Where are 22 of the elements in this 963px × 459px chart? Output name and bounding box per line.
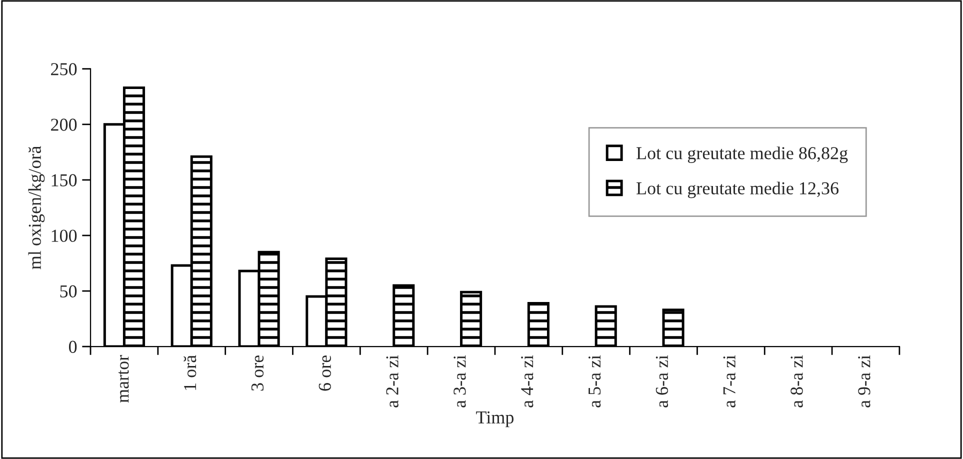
x-tick-label: a 7-a zi — [723, 355, 736, 408]
legend-label: Lot cu greutate medie 12,36 — [636, 182, 839, 198]
x-tick-label: 6 ore — [318, 356, 331, 391]
x-tick-label: a 6-a zi — [656, 355, 668, 408]
legend-label: Lot cu greutate medie 86,82g — [636, 146, 848, 163]
y-tick-label: 0 — [68, 340, 77, 353]
y-tick-label: 100 — [52, 230, 77, 242]
x-tick-label: 1 oră — [184, 355, 196, 390]
y-tick-label: 150 — [52, 174, 77, 186]
x-tick-label: a 5-a zi — [588, 355, 601, 408]
x-tick-label: a 3-a zi — [454, 355, 466, 408]
y-tick-label: 250 — [51, 63, 77, 76]
x-tick-label: 3 ore — [251, 356, 264, 391]
x-tick-label: a 2-a zi — [386, 355, 398, 408]
x-tick-label: a 4-a zi — [521, 355, 534, 408]
x-tick-label: a 9-a zi — [858, 355, 870, 408]
y-tick-label: 50 — [60, 285, 77, 298]
y-tick-label: 200 — [51, 118, 77, 131]
x-tick-label: a 8-a zi — [790, 355, 803, 408]
y-axis-title: ml oxigen/kg/oră — [28, 146, 45, 270]
x-tick-label: martor — [118, 355, 129, 403]
x-axis-title: Timp — [476, 411, 514, 428]
